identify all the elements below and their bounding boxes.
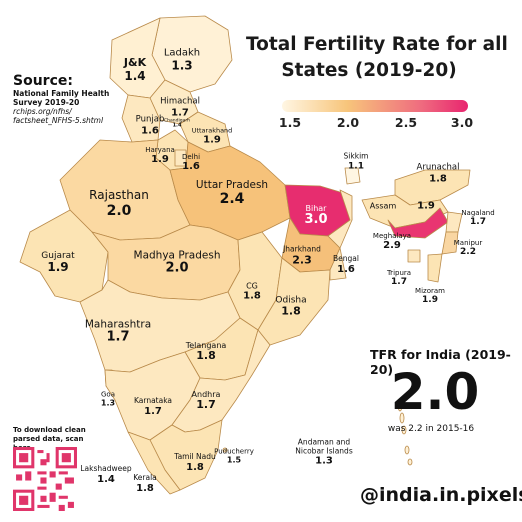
region-mizoram[interactable]	[427, 253, 443, 283]
label-haryana: Haryana 1.9	[145, 146, 175, 166]
region-meghalaya[interactable]	[387, 207, 449, 239]
label-goa: Goa 1.3	[100, 390, 116, 408]
label-cg: CG 1.8	[243, 281, 261, 302]
label-karnataka: Karnataka 1.7	[133, 395, 173, 417]
label-sikkim: Sikkim 1.1	[343, 151, 369, 172]
label-lakshadweep: Lakshadweep 1.4	[80, 463, 132, 485]
legend-tick-4: 3.0	[450, 115, 474, 130]
label-nagaland: Nagaland 1.7	[461, 208, 495, 227]
region-kerala[interactable]	[127, 431, 181, 495]
label-tamilnadu: Tamil Nadu 1.8	[174, 451, 216, 473]
label-gujarat: Gujarat 1.9	[41, 250, 75, 275]
label-jharkhand: Jharkhand 2.3	[283, 244, 321, 266]
source-link-1[interactable]: rchips.org/nfhs/	[13, 107, 72, 116]
label-punjab: Punjab 1.6	[135, 114, 165, 137]
label-arunachal: Arunachal 1.8	[416, 162, 460, 185]
legend-gradient-bar	[282, 100, 468, 112]
title-line-2: States (2019-20)	[281, 60, 457, 81]
label-himachal: Himachal 1.7	[160, 96, 200, 119]
national-tfr-value: 2.0	[390, 363, 480, 421]
label-assam: Assam	[369, 201, 397, 211]
label-telangana: Telangana 1.8	[185, 341, 227, 363]
region-bengal[interactable]	[327, 189, 353, 281]
source-line-2: Survey 2019-20	[13, 98, 80, 107]
region-sikkim[interactable]	[344, 167, 361, 185]
label-tripura: Tripura 1.7	[386, 268, 412, 287]
label-delhi: Delhi 1.6	[181, 153, 201, 173]
label-rajasthan: Rajasthan 2.0	[89, 188, 149, 219]
label-ladakh: Ladakh 1.3	[163, 47, 201, 72]
label-andaman: Andaman and Nicobar Islands 1.3	[295, 437, 353, 467]
region-nagaland[interactable]	[445, 211, 463, 233]
legend-tick-1: 1.5	[278, 115, 302, 130]
label-maharashtra: Maharashtra 1.7	[84, 318, 152, 345]
label-puducherry: Puducherry 1.5	[214, 447, 254, 465]
legend-tick-2: 2.0	[336, 115, 360, 130]
label-kerala: Kerala 1.8	[133, 472, 157, 494]
label-assam-value: 1.9	[417, 200, 435, 212]
label-mizoram: Mizoram 1.9	[415, 286, 445, 305]
label-uttarakhand: Uttarakhand 1.9	[191, 126, 233, 146]
region-tripura[interactable]	[407, 249, 421, 263]
source-block: Source: National Family Health Survey 20…	[13, 73, 133, 125]
source-line-1: National Family Health	[13, 89, 110, 98]
national-tfr-label: TFR for India (2019-20)	[370, 347, 511, 377]
qr-code-icon[interactable]	[13, 447, 77, 511]
page-title: Total Fertility Rate for all States (201…	[246, 32, 508, 84]
label-chandigarh: Chandigarh 1.4	[164, 118, 190, 129]
source-heading: Source:	[13, 73, 73, 89]
label-odisha: Odisha 1.8	[275, 295, 307, 318]
label-manipur: Manipur 2.2	[453, 238, 483, 257]
label-up: Uttar Pradesh 2.4	[195, 178, 269, 207]
region-up[interactable]	[169, 141, 291, 241]
label-bengal: Bengal 1.6	[333, 253, 359, 275]
label-bihar: Bihar 3.0	[304, 203, 328, 228]
title-line-1: Total Fertility Rate for all	[246, 34, 508, 55]
label-jk: J&K 1.4	[123, 55, 147, 83]
source-link-2[interactable]: factsheet_NFHS-5.shtml	[13, 116, 104, 125]
label-andhra: Andhra 1.7	[191, 390, 221, 412]
national-tfr-previous: was 2.2 in 2015-16	[387, 424, 475, 434]
andaman-islands	[397, 398, 413, 466]
region-manipur[interactable]	[441, 231, 459, 255]
handle-text[interactable]: @india.in.pixels	[360, 484, 522, 506]
legend-tick-3: 2.5	[394, 115, 418, 130]
label-meghalaya: Meghalaya 2.9	[372, 232, 412, 252]
region-puducherry[interactable]	[222, 447, 228, 453]
label-mp: Madhya Pradesh 2.0	[133, 249, 221, 276]
